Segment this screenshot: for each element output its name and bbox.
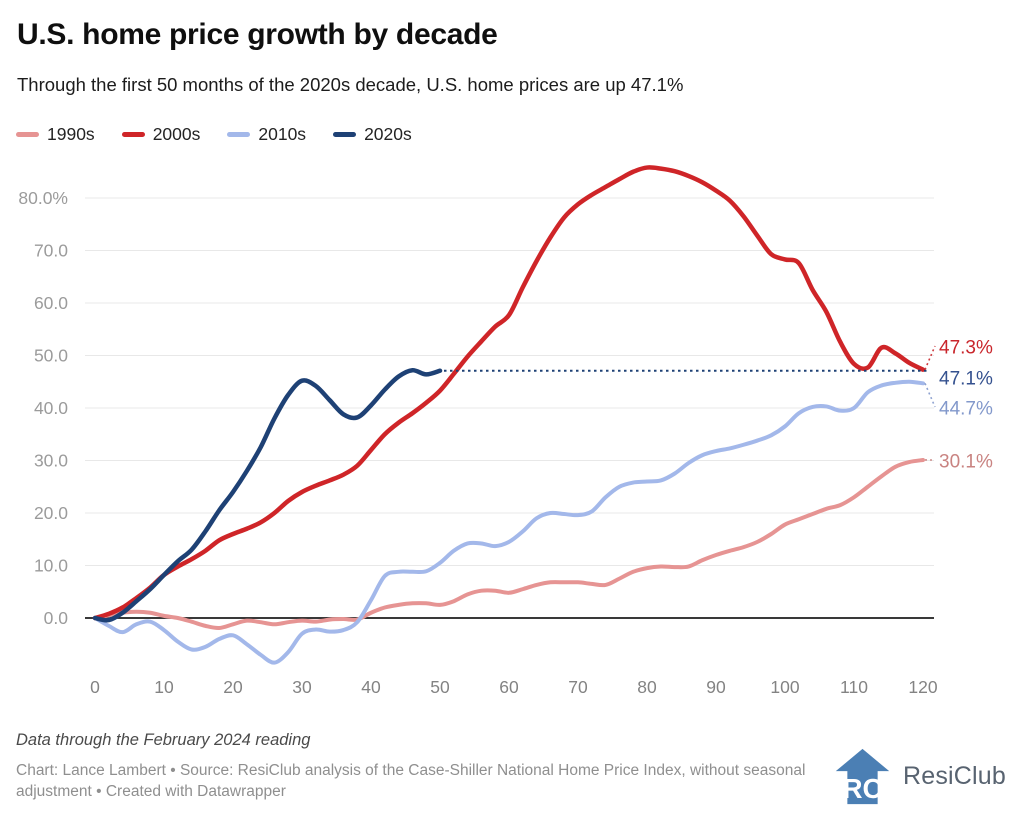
legend-label: 2010s: [258, 124, 307, 144]
y-axis-label: 0.0: [44, 608, 69, 628]
series-line-2010s: [93, 379, 925, 665]
x-axis-label: 100: [770, 677, 799, 697]
resiclub-house-icon: RC: [835, 748, 890, 805]
label-connector-2010s: [924, 383, 936, 408]
x-axis-label: 50: [430, 677, 450, 697]
legend-item-2010s: 2010s: [227, 124, 306, 145]
x-axis-label: 120: [908, 677, 937, 697]
y-axis-label: 50.0: [34, 346, 68, 366]
x-axis-label: 80: [637, 677, 657, 697]
x-axis-label: 10: [154, 677, 174, 697]
logo-monogram: RC: [843, 773, 883, 804]
page-title: U.S. home price growth by decade: [17, 18, 498, 51]
end-value-label-1990s: 30.1%: [939, 452, 993, 473]
series-line-2020s: [92, 367, 443, 623]
label-connector-2000s: [924, 345, 936, 370]
legend-label: 2020s: [364, 124, 412, 144]
x-axis-label: 60: [499, 677, 519, 697]
data-note: Data through the February 2024 reading: [16, 731, 311, 749]
legend-swatch-2020s: [333, 132, 357, 137]
legend-item-2000s: 2000s: [121, 124, 201, 145]
legend-swatch-2010s: [227, 132, 251, 137]
y-axis-label: 20.0: [34, 503, 68, 523]
legend-swatch-1990s: [16, 132, 39, 137]
chart-subtitle: Through the first 50 months of the 2020s…: [17, 74, 684, 95]
legend-item-2020s: 2020s: [333, 124, 412, 145]
legend-label: 1990s: [47, 124, 95, 144]
y-axis-label: 80.0%: [18, 188, 68, 208]
x-axis-label: 110: [840, 677, 868, 697]
end-value-label-2020s: 47.1%: [939, 369, 993, 390]
x-axis-label: 90: [706, 677, 726, 697]
y-axis-label: 60.0: [34, 293, 68, 313]
chart-legend: 1990s 2000s 2010s 2020s: [16, 124, 412, 145]
x-axis-label: 30: [292, 677, 312, 697]
end-value-label-2010s: 44.7%: [939, 399, 993, 420]
series-line-2000s: [92, 165, 926, 621]
legend-item-1990s: 1990s: [16, 124, 95, 145]
legend-swatch-2000s: [121, 132, 145, 137]
legend-label: 2000s: [152, 124, 201, 144]
y-axis-label: 10.0: [34, 556, 68, 576]
logo-text: ResiClub: [902, 762, 1006, 790]
x-axis-label: 0: [90, 677, 100, 697]
credit-line: Chart: Lance Lambert • Source: ResiClub …: [16, 762, 806, 800]
y-axis-label: 40.0: [34, 398, 68, 418]
y-axis-label: 30.0: [34, 451, 68, 471]
resiclub-logo: RC ResiClub: [834, 748, 1006, 805]
x-axis-label: 70: [568, 677, 588, 697]
end-value-label-2000s: 47.3%: [939, 338, 993, 359]
series-line-1990s: [93, 457, 925, 631]
x-axis-label: 20: [223, 677, 243, 697]
y-axis-label: 70.0: [34, 241, 68, 261]
x-axis-label: 40: [361, 677, 381, 697]
